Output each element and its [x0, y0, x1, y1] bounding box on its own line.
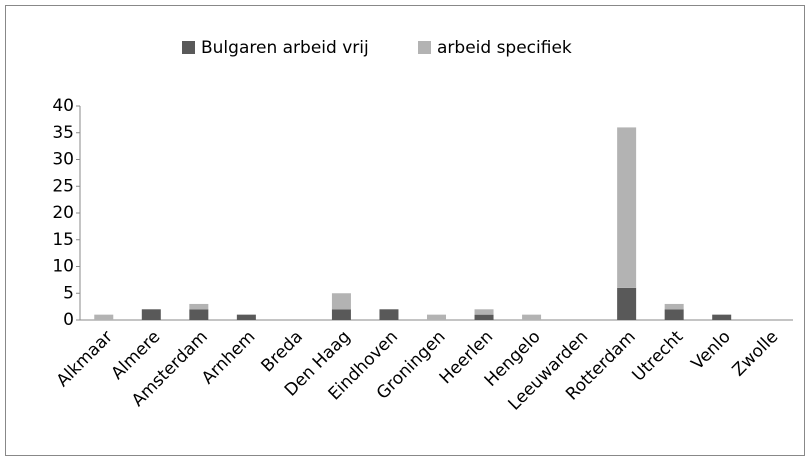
y-tick-label: 15 [52, 230, 74, 250]
bar-segment [712, 314, 732, 320]
chart-border [5, 5, 805, 456]
y-tick-label: 35 [52, 123, 74, 143]
bar-segment [474, 309, 494, 315]
bar-segment [379, 309, 399, 320]
y-tick-label: 30 [52, 150, 74, 170]
bar-segment [617, 127, 637, 288]
bar-segment [189, 303, 209, 310]
legend-label: Bulgaren arbeid vrij [201, 38, 369, 58]
bar-segment [189, 309, 209, 320]
bar-segment [427, 314, 446, 320]
bar-segment [522, 314, 542, 320]
bar-segment [236, 314, 256, 320]
bar-segment [94, 314, 114, 320]
y-tick-label: 40 [52, 96, 74, 116]
bar-segment [664, 303, 684, 310]
y-tick-label: 0 [63, 310, 74, 330]
legend-label: arbeid specifiek [437, 38, 572, 58]
y-tick-label: 25 [52, 176, 74, 196]
legend-swatch [182, 41, 195, 54]
bar-segment [331, 309, 351, 320]
y-tick-label: 20 [52, 203, 74, 223]
y-tick-label: 10 [52, 257, 74, 277]
bar-segment [617, 287, 637, 320]
y-tick-label: 5 [63, 283, 74, 303]
bar-segment [664, 309, 684, 320]
bar-segment [474, 314, 494, 320]
legend-swatch [418, 41, 431, 54]
bar-segment [331, 293, 351, 310]
bar-segment [141, 309, 161, 320]
